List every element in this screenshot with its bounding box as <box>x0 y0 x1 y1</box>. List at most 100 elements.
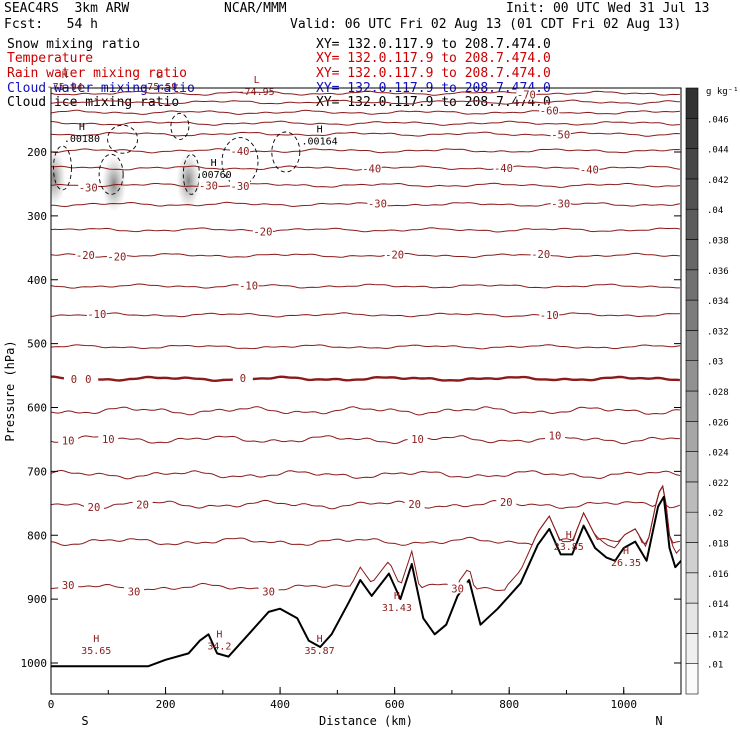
colorbar-cell <box>685 481 699 513</box>
x-tick-label: 800 <box>499 698 519 711</box>
isotherm-label: 30 <box>262 586 275 598</box>
x-tick-label: 0 <box>48 698 55 711</box>
colorbar-tick-label: .04 <box>707 206 723 216</box>
cloud-ice-contour <box>98 153 124 195</box>
colorbar-tick-label: .014 <box>707 600 729 610</box>
extremum-value: 26.35 <box>611 558 641 569</box>
colorbar-tick-label: .01 <box>707 661 723 671</box>
isotherm--70 <box>51 90 680 96</box>
colorbar-cell <box>685 269 699 301</box>
snow-shading-blob <box>51 149 66 206</box>
y-tick-label: 1000 <box>21 657 48 670</box>
forecast-hour: Fcst: 54 h <box>4 17 98 32</box>
isotherm-0 <box>51 375 681 383</box>
extremum-value: .00760 <box>196 170 232 181</box>
isotherm-label-bg <box>252 225 273 237</box>
isotherm-label: -30 <box>368 199 387 211</box>
extremum-value: 35.87 <box>305 646 335 657</box>
isotherm-label-bg <box>550 197 571 209</box>
distance-axis: 0 200 400 600 800 1000 <box>48 687 682 711</box>
temperature-contours <box>51 90 681 593</box>
field-snow-name: Snow mixing ratio <box>7 37 141 52</box>
isotherm-label: 10 <box>102 434 115 446</box>
field-cloudwater-name: Cloud water mixing ratio <box>7 81 195 96</box>
isotherm-label-bg <box>404 498 425 510</box>
isotherm-label-bg <box>238 279 259 291</box>
terrain-line <box>51 495 681 668</box>
isotherm-label: -20 <box>531 249 550 261</box>
colorbar-cell <box>685 87 699 119</box>
isotherm-label-bg <box>124 585 145 597</box>
isotherm-label: -30 <box>231 181 250 193</box>
colorbar-cell <box>685 239 699 271</box>
north-label: N <box>655 714 662 728</box>
isotherm-label: -40 <box>231 146 250 158</box>
isotherm-label: -40 <box>494 163 513 175</box>
extremum-marker: H <box>79 122 85 133</box>
isotherm-label: -70 <box>517 90 536 102</box>
cloud-ice-contour <box>170 112 190 140</box>
colorbar-unit: g kg⁻¹ <box>706 87 739 97</box>
y-tick-label: 200 <box>27 146 47 159</box>
field-rain-name: Rain water mixing ratio <box>7 66 188 81</box>
field-snow-xy: XY= 132.0.117.9 to 208.7.474.0 <box>316 37 551 52</box>
x-tick-label: 1000 <box>610 698 637 711</box>
isotherm-label: -50 <box>551 129 570 141</box>
colorbar-tick-label: .036 <box>707 267 729 277</box>
y-tick-label: 700 <box>27 465 47 478</box>
cloud-ice-contour <box>221 137 259 187</box>
isotherm-label-bg <box>367 197 388 209</box>
init-time: Init: 00 UTC Wed 31 Jul 13 <box>506 1 710 16</box>
x-tick-label: 600 <box>385 698 405 711</box>
isotherm-label: -30 <box>79 182 98 194</box>
colorbar-cell <box>685 360 699 392</box>
isotherm--35 <box>51 182 680 188</box>
isotherm--60 <box>51 109 680 115</box>
colorbar-tick-label: .02 <box>707 509 723 519</box>
isotherm--15 <box>51 283 680 289</box>
colorbar-tick-label: .038 <box>707 237 729 247</box>
field-temp-xy: XY= 132.0.117.9 to 208.7.474.0 <box>316 51 551 66</box>
isotherm-label-bg <box>198 179 219 191</box>
y-tick-label: 600 <box>27 402 47 415</box>
isotherm-label: 30 <box>451 583 464 595</box>
extremum-value: .00164 <box>302 136 338 147</box>
isotherm-label: -40 <box>580 165 599 177</box>
isotherm-label-bg <box>106 250 127 262</box>
temperature-labels: -70-60-50-40-40 -40 -40-30 -30 -30-30 -30-20-… <box>58 88 600 598</box>
extremum-marker: H <box>62 70 68 81</box>
isotherm-label-bg <box>407 432 428 444</box>
isotherm-30 <box>51 484 681 593</box>
south-label: S <box>81 714 88 728</box>
isotherm-label-bg <box>58 578 79 590</box>
colorbar-cell <box>685 299 699 331</box>
colorbar-cell <box>685 663 699 695</box>
isotherm-label: -10 <box>540 310 559 322</box>
terrain-profile <box>51 495 681 668</box>
isotherm-label: 0 <box>85 374 91 386</box>
isotherm-label-bg <box>58 434 79 446</box>
isotherm-label: 0 <box>71 374 77 386</box>
extremum-marker: L <box>254 75 260 86</box>
isotherm-label: -40 <box>362 164 381 176</box>
isotherm-label: -10 <box>239 280 258 292</box>
colorbar-tick-label: .016 <box>707 570 729 580</box>
org-label: NCAR/MMM <box>224 1 287 16</box>
colorbar: .01 .012 .014 .016 .018 .02 .022 .024 .026 .028 .0… <box>685 87 729 695</box>
isotherm-5 <box>51 406 680 416</box>
isotherm-label-bg <box>384 248 405 260</box>
isotherm-label-bg <box>132 498 153 510</box>
isotherm-label-bg <box>545 429 565 441</box>
colorbar-tick-label: .022 <box>707 479 729 489</box>
colorbar-cell <box>685 148 699 180</box>
isotherm-label-bg <box>230 144 250 156</box>
extremum-value: 31.43 <box>382 603 412 614</box>
extremum-value: 35.65 <box>81 646 111 657</box>
isotherm-label-bg <box>361 162 382 174</box>
isotherm-20 <box>51 485 681 510</box>
x-axis-label: Distance (km) <box>319 714 413 728</box>
colorbar-tick-label: .032 <box>707 327 729 337</box>
isotherm-label: 20 <box>500 497 513 509</box>
isotherm--55 <box>51 120 680 126</box>
